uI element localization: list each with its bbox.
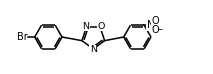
Text: O: O bbox=[151, 16, 159, 26]
Text: N: N bbox=[147, 20, 154, 30]
Text: N: N bbox=[82, 22, 89, 31]
Text: O: O bbox=[97, 22, 105, 31]
Text: −: − bbox=[156, 25, 163, 34]
Text: O: O bbox=[151, 25, 159, 35]
Text: +: + bbox=[150, 19, 156, 25]
Text: N: N bbox=[90, 45, 97, 54]
Text: Br: Br bbox=[17, 32, 28, 42]
